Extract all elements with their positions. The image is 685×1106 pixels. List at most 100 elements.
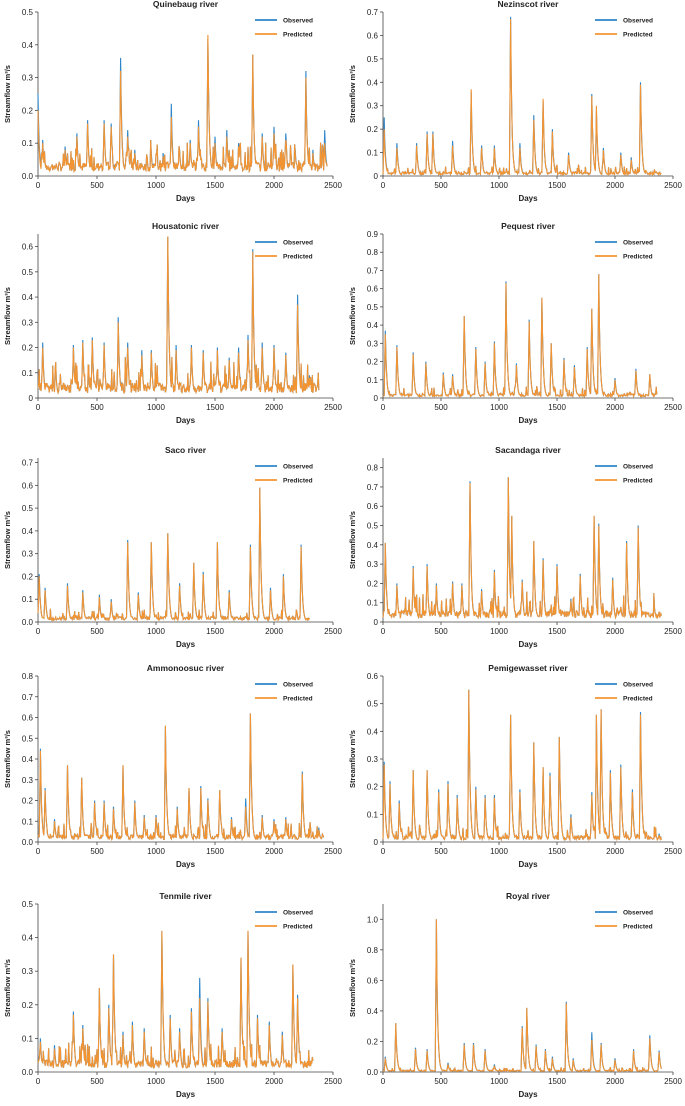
legend-label: Predicted bbox=[623, 32, 653, 39]
x-axis-label: Days bbox=[176, 194, 196, 203]
y-tick-label: 0.1 bbox=[22, 139, 34, 148]
x-tick-label: 1500 bbox=[548, 627, 566, 636]
y-tick-label: 0.1 bbox=[22, 595, 34, 604]
y-tick-label: 0.7 bbox=[367, 483, 379, 492]
x-tick-label: 0 bbox=[36, 627, 41, 636]
y-tick-label: 0.3 bbox=[367, 755, 379, 764]
y-tick-label: 0.5 bbox=[22, 268, 34, 277]
y-axis-label: Streamflow m³/s bbox=[3, 959, 12, 1017]
x-axis-label: Days bbox=[518, 416, 538, 425]
x-axis-label: Days bbox=[518, 640, 538, 649]
y-tick-label: 0.2 bbox=[22, 572, 34, 581]
y-tick-label: 0.5 bbox=[367, 522, 379, 531]
x-tick-label: 500 bbox=[90, 181, 104, 190]
legend-label: Predicted bbox=[283, 924, 313, 931]
legend-label: Observed bbox=[283, 682, 313, 689]
chart-pemigewasset: Pemigewasset river 0 0.1 0.2 0.3 0.4 0.5 0.6 0 50… bbox=[345, 663, 685, 876]
y-tick-label: 0.4 bbox=[22, 755, 34, 764]
x-tick-label: 2500 bbox=[664, 847, 682, 856]
x-tick-label: 1500 bbox=[548, 847, 566, 856]
y-tick-label: 0.2 bbox=[22, 344, 34, 353]
y-tick-label: 0.2 bbox=[22, 106, 34, 115]
y-tick-label: 0.5 bbox=[367, 700, 379, 709]
chart-title: Housatonic river bbox=[152, 221, 220, 231]
y-tick-label: 0.4 bbox=[22, 527, 34, 536]
chart-quinebaug: Quinebaug river 0.0 0.1 0.2 0.3 0.4 0.5 0 500 100… bbox=[0, 0, 345, 210]
y-tick-label: 0.0 bbox=[367, 1068, 379, 1077]
y-tick-label: 0.8 bbox=[367, 946, 379, 955]
y-tick-label: 0.3 bbox=[22, 74, 34, 83]
x-tick-label: 1000 bbox=[147, 403, 165, 412]
chart-title: Royal river bbox=[506, 891, 551, 901]
chart-title: Pemigewasset river bbox=[488, 663, 568, 673]
chart-title: Tenmile river bbox=[159, 891, 212, 901]
x-tick-label: 1000 bbox=[490, 181, 508, 190]
y-tick-label: 0.6 bbox=[367, 285, 379, 294]
x-axis-label: Days bbox=[518, 860, 538, 869]
legend-label: Predicted bbox=[623, 924, 653, 931]
y-tick-label: 0.6 bbox=[22, 243, 34, 252]
x-tick-label: 2000 bbox=[265, 1077, 283, 1086]
x-tick-label: 0 bbox=[36, 1077, 41, 1086]
y-tick-label: 0.9 bbox=[367, 230, 379, 239]
x-tick-label: 2000 bbox=[265, 181, 283, 190]
x-tick-label: 2000 bbox=[606, 627, 624, 636]
legend-label: Observed bbox=[623, 240, 653, 247]
x-tick-label: 1000 bbox=[147, 627, 165, 636]
y-tick-label: 0.8 bbox=[22, 672, 34, 681]
x-tick-label: 500 bbox=[434, 627, 448, 636]
legend-label: Predicted bbox=[283, 696, 313, 703]
y-tick-label: 0.7 bbox=[367, 266, 379, 275]
y-tick-label: 0.5 bbox=[22, 734, 34, 743]
x-tick-label: 1500 bbox=[206, 403, 224, 412]
chart-svg: Tenmile river 0.0 0.1 0.2 0.3 0.4 0.5 0 500 1000 1… bbox=[3, 891, 342, 1099]
x-tick-label: 0 bbox=[381, 1077, 386, 1086]
x-tick-label: 1000 bbox=[147, 181, 165, 190]
y-tick-label: 0.0 bbox=[22, 618, 34, 627]
chart-svg: Saco river 0.0 0.1 0.2 0.3 0.4 0.5 0.6 0.7 0 500 10… bbox=[3, 445, 342, 649]
chart-housatonic: Housatonic river 0 0.1 0.2 0.3 0.4 0.5 0.6 0 500 1… bbox=[0, 221, 345, 432]
chart-royal: Royal river 0.0 0.2 0.4 0.6 0.8 1.0 0 500 1000 150… bbox=[345, 891, 685, 1106]
predicted-series-line bbox=[382, 477, 662, 620]
chart-svg: Pemigewasset river 0 0.1 0.2 0.3 0.4 0.5 0.6 0 50… bbox=[348, 663, 682, 869]
y-tick-label: 0.7 bbox=[367, 8, 379, 17]
y-axis-label: Streamflow m³/s bbox=[348, 511, 357, 569]
y-tick-label: 0.5 bbox=[22, 900, 34, 909]
predicted-series-line bbox=[37, 930, 314, 1070]
y-tick-label: 1.0 bbox=[367, 915, 379, 924]
y-tick-label: 0.0 bbox=[22, 172, 34, 181]
y-axis-label: Streamflow m³/s bbox=[3, 511, 12, 569]
chart-title: Nezinscot river bbox=[498, 0, 560, 9]
x-tick-label: 1500 bbox=[206, 181, 224, 190]
y-axis-label: Streamflow m³/s bbox=[348, 959, 357, 1017]
y-tick-label: 0.6 bbox=[367, 672, 379, 681]
legend-label: Observed bbox=[623, 682, 653, 689]
x-tick-label: 2500 bbox=[664, 181, 682, 190]
x-tick-label: 1000 bbox=[147, 1077, 165, 1086]
predicted-series-line bbox=[382, 689, 662, 842]
y-tick-label: 0.2 bbox=[22, 1001, 34, 1010]
chart-svg: Housatonic river 0 0.1 0.2 0.3 0.4 0.5 0.6 0 500 1… bbox=[3, 221, 342, 425]
legend-label: Observed bbox=[283, 18, 313, 25]
legend-label: Observed bbox=[283, 910, 313, 917]
legend-label: Predicted bbox=[283, 254, 313, 261]
x-tick-label: 2000 bbox=[265, 403, 283, 412]
observed-series-line bbox=[37, 930, 314, 1070]
chart-saco: Saco river 0.0 0.1 0.2 0.3 0.4 0.5 0.6 0.7 0 500 10… bbox=[0, 445, 345, 656]
y-tick-label: 0.2 bbox=[367, 1037, 379, 1046]
chart-title: Quinebaug river bbox=[153, 0, 219, 9]
x-tick-label: 500 bbox=[434, 1077, 448, 1086]
y-tick-label: 0 bbox=[29, 394, 34, 403]
x-tick-label: 2500 bbox=[324, 627, 342, 636]
y-tick-label: 0.3 bbox=[367, 102, 379, 111]
x-tick-label: 0 bbox=[381, 181, 386, 190]
predicted-series-line bbox=[37, 487, 310, 623]
observed-series-line bbox=[37, 487, 310, 623]
x-axis-label: Days bbox=[518, 194, 538, 203]
x-tick-label: 1500 bbox=[206, 627, 224, 636]
x-tick-label: 2000 bbox=[265, 847, 283, 856]
x-tick-label: 500 bbox=[90, 403, 104, 412]
y-tick-label: 0.1 bbox=[22, 369, 34, 378]
y-tick-label: 0.3 bbox=[22, 967, 34, 976]
y-tick-label: 0.4 bbox=[367, 78, 379, 87]
